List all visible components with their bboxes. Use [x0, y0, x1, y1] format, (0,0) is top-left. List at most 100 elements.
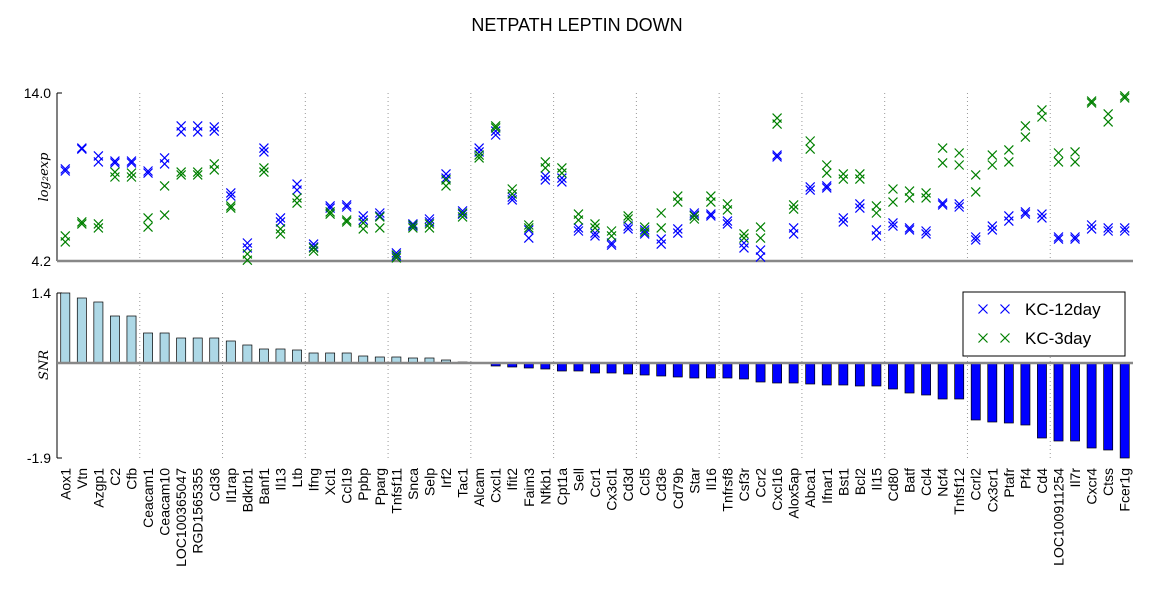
x-tick-label: Ccr2 [753, 468, 769, 498]
x-tick-label: Banf1 [256, 468, 272, 505]
x-tick-label: Sell [570, 468, 586, 491]
bar [225, 340, 236, 364]
marker [225, 191, 236, 201]
y-tick-label: -1.9 [27, 450, 51, 466]
marker [407, 219, 418, 229]
x-tick-label: Ccr1 [587, 468, 603, 498]
marker [176, 126, 187, 137]
x-tick-label: Cxcl1 [488, 468, 504, 503]
marker [292, 185, 302, 195]
x-tick-label: Ceacam1 [140, 468, 156, 528]
marker [921, 228, 932, 239]
marker [921, 188, 932, 198]
x-tick-label: Batf [902, 468, 918, 493]
marker [573, 215, 584, 225]
y-tick-label: 14.0 [24, 85, 51, 101]
marker [391, 252, 402, 263]
marker [474, 150, 485, 160]
x-tick-label: Cd3e [653, 468, 669, 502]
marker [457, 208, 468, 218]
x-tick-label: Fcer1g [1117, 468, 1133, 512]
marker [192, 167, 203, 177]
marker [507, 184, 518, 194]
marker [921, 192, 932, 203]
marker [110, 172, 120, 182]
marker [209, 126, 220, 136]
bar [259, 348, 269, 364]
x-tick-label: Alox5ap [786, 468, 802, 519]
marker [275, 213, 286, 223]
marker [424, 219, 435, 229]
bar [954, 362, 965, 400]
marker [888, 184, 898, 194]
bar [93, 301, 104, 364]
x-tick-label: Tac1 [455, 468, 471, 498]
marker [772, 119, 783, 129]
bar [705, 362, 716, 379]
marker [937, 158, 948, 168]
marker [1070, 232, 1080, 242]
marker [374, 208, 385, 218]
marker [391, 251, 402, 261]
x-tick-label: Il1rap [223, 468, 239, 503]
marker [275, 228, 286, 239]
marker [805, 182, 816, 192]
marker [821, 183, 832, 193]
x-tick-label: Ifnar1 [819, 468, 835, 504]
marker [275, 216, 286, 227]
marker [341, 215, 352, 225]
x-tick-label: Selp [421, 468, 437, 496]
marker [838, 174, 849, 184]
marker [308, 243, 319, 253]
marker [656, 239, 667, 249]
bar [606, 362, 617, 374]
bar [672, 362, 683, 378]
marker [1020, 120, 1031, 131]
marker [573, 222, 584, 233]
marker [225, 201, 236, 211]
marker [374, 222, 385, 233]
marker [904, 222, 915, 233]
marker [954, 198, 965, 209]
marker [623, 224, 634, 234]
marker [308, 246, 319, 256]
marker [176, 170, 187, 180]
marker [888, 218, 898, 228]
marker [705, 209, 716, 219]
marker [1003, 144, 1014, 155]
bar [209, 337, 220, 364]
bar [1070, 362, 1080, 442]
marker [242, 255, 253, 266]
marker [606, 226, 617, 236]
marker [143, 222, 153, 232]
marker [341, 200, 352, 210]
legend-marker [978, 333, 988, 343]
bar [308, 352, 319, 364]
marker [110, 167, 120, 177]
marker [970, 232, 981, 242]
y-tick-label: 1.4 [32, 285, 52, 301]
marker [424, 214, 435, 224]
marker [258, 147, 269, 157]
marker [904, 192, 915, 203]
x-tick-label: Vtn [74, 468, 90, 489]
marker [490, 130, 501, 140]
marker [1119, 222, 1130, 233]
marker [308, 242, 319, 252]
marker [258, 162, 269, 173]
x-tick-label: Ncf4 [935, 468, 951, 497]
legend-marker [978, 304, 988, 314]
marker [705, 197, 716, 207]
marker [970, 234, 981, 245]
marker [556, 162, 567, 173]
chart-title: NETPATH LEPTIN DOWN [471, 15, 682, 35]
x-tick-label: Xcl1 [322, 468, 338, 495]
marker [772, 150, 783, 160]
marker [93, 222, 104, 233]
bar [772, 362, 782, 384]
x-tick-label: Tnfsf12 [951, 468, 967, 515]
bar [1119, 362, 1130, 459]
marker [474, 143, 485, 153]
marker [523, 233, 534, 243]
marker [540, 171, 551, 181]
